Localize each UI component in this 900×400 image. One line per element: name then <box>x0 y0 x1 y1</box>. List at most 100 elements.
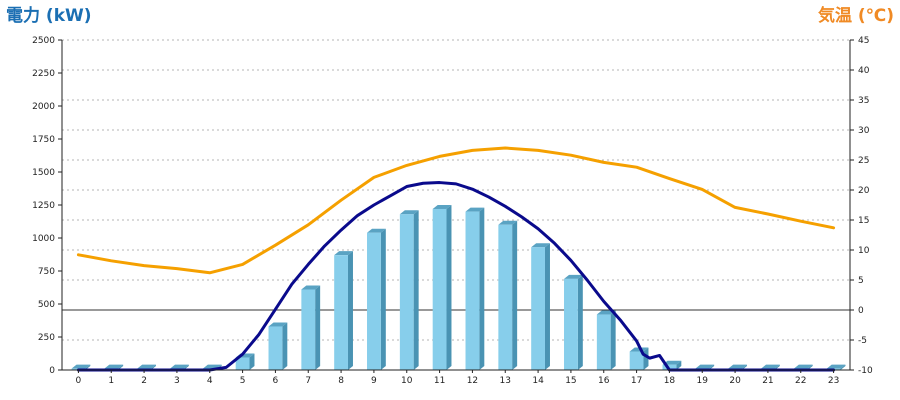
bar-top <box>564 274 583 279</box>
bar-side <box>479 207 485 370</box>
bar-top <box>629 347 649 352</box>
bar-front <box>465 211 480 370</box>
x-tick-label: 21 <box>762 376 773 386</box>
bar <box>334 251 353 370</box>
left-tick-label: 1000 <box>32 234 55 244</box>
bar-side <box>610 310 616 370</box>
bar-side <box>347 251 353 370</box>
bar-front <box>564 278 578 370</box>
bar <box>465 207 485 370</box>
bar <box>367 228 386 370</box>
bar <box>564 274 583 370</box>
x-tick-label: 0 <box>76 376 82 386</box>
bar-top <box>137 364 156 369</box>
left-tick-label: 2000 <box>32 102 55 112</box>
right-tick-label: -10 <box>858 366 873 376</box>
x-tick-label: 14 <box>532 376 544 386</box>
bar-top <box>301 285 321 290</box>
bar <box>629 347 649 370</box>
x-tick-label: 9 <box>371 376 377 386</box>
bar-top <box>728 364 747 369</box>
x-tick-label: 1 <box>108 376 114 386</box>
right-tick-label: 5 <box>858 276 864 286</box>
bar <box>268 322 288 370</box>
right-tick-label: -5 <box>858 336 867 346</box>
right-tick-label: 30 <box>858 126 870 136</box>
left-tick-label: 1750 <box>32 135 55 145</box>
bar-side <box>380 228 386 370</box>
lines <box>76 146 836 372</box>
x-tick-label: 23 <box>828 376 839 386</box>
x-tick-label: 17 <box>631 376 642 386</box>
bar-top <box>170 364 189 369</box>
x-tick-label: 10 <box>401 376 413 386</box>
left-tick-label: 1250 <box>32 201 55 211</box>
right-axis-title: 気温 (℃) <box>817 6 894 26</box>
bar-front <box>399 214 414 370</box>
bar <box>498 220 518 370</box>
left-axis-title: 電力 (kW) <box>6 6 92 26</box>
bar <box>432 204 452 370</box>
bar-side <box>512 220 518 370</box>
tick-labels: 02505007501000125015001750200022502500-1… <box>32 36 873 386</box>
axes <box>58 39 854 373</box>
bar-top <box>104 364 124 369</box>
bar-top <box>793 364 813 369</box>
right-tick-label: 0 <box>858 306 864 316</box>
x-tick-label: 2 <box>141 376 147 386</box>
right-tick-label: 10 <box>858 246 870 256</box>
bar-front <box>531 247 545 370</box>
bar-top <box>662 360 682 365</box>
bar-front <box>629 351 644 370</box>
bar-front <box>334 255 348 370</box>
bar-top <box>367 228 386 233</box>
left-tick-label: 1500 <box>32 168 55 178</box>
right-tick-label: 35 <box>858 96 869 106</box>
bar-front <box>235 357 250 370</box>
x-tick-label: 16 <box>598 376 610 386</box>
left-tick-label: 750 <box>38 267 55 277</box>
bar-top <box>826 364 846 369</box>
bar-top <box>268 322 288 327</box>
x-tick-label: 8 <box>338 376 344 386</box>
bar <box>301 285 321 370</box>
x-tick-label: 22 <box>795 376 806 386</box>
x-tick-label: 19 <box>697 376 709 386</box>
x-tick-label: 20 <box>729 376 741 386</box>
bar-side <box>643 347 649 370</box>
bar <box>399 210 419 370</box>
x-tick-label: 15 <box>565 376 576 386</box>
bar-top <box>695 364 715 369</box>
bar-top <box>498 220 518 225</box>
bar-top <box>432 204 452 209</box>
temperature-line <box>76 146 836 275</box>
left-tick-label: 250 <box>38 333 55 343</box>
x-tick-label: 13 <box>500 376 511 386</box>
right-tick-label: 15 <box>858 216 869 226</box>
bar-front <box>367 232 381 370</box>
bar-top <box>761 364 780 369</box>
left-tick-label: 500 <box>38 300 55 310</box>
bar-front <box>268 326 283 370</box>
right-tick-label: 25 <box>858 156 869 166</box>
bar-side <box>413 210 419 370</box>
x-tick-label: 18 <box>664 376 676 386</box>
bar-top <box>399 210 419 215</box>
bar-top <box>531 243 550 248</box>
bar-side <box>446 204 452 370</box>
left-tick-label: 0 <box>49 366 55 376</box>
left-tick-label: 2250 <box>32 69 55 79</box>
power-bars <box>71 204 846 370</box>
bar-top <box>71 364 91 369</box>
bar-side <box>315 285 321 370</box>
x-tick-label: 4 <box>207 376 213 386</box>
bar-front <box>432 208 447 370</box>
right-tick-label: 20 <box>858 186 870 196</box>
bar-side <box>249 353 255 370</box>
bar-side <box>676 360 682 370</box>
bar-side <box>840 364 846 370</box>
power-line <box>76 181 836 372</box>
bar-side <box>544 243 550 370</box>
bar-front <box>596 314 611 370</box>
